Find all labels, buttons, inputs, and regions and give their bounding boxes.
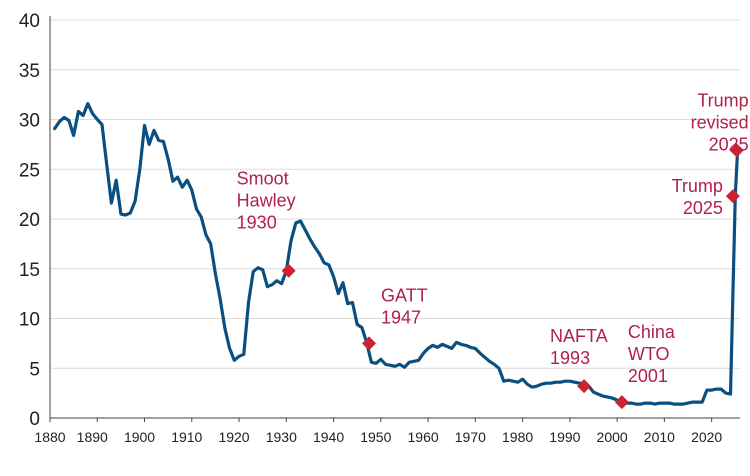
x-tick-label: 1950 xyxy=(360,429,391,445)
y-tick-label: 15 xyxy=(19,260,40,281)
event-marker xyxy=(362,336,377,351)
x-tick-label: 1970 xyxy=(455,429,486,445)
x-tick-label: 1940 xyxy=(313,429,344,445)
x-tick-label: 1960 xyxy=(408,429,439,445)
event-marker xyxy=(614,395,629,410)
y-tick-label: 10 xyxy=(19,310,40,331)
annotation-label: 1993 xyxy=(550,348,590,368)
axes xyxy=(49,16,740,422)
annotation-label: 2025 xyxy=(709,134,749,154)
x-tick-label: 1890 xyxy=(77,429,108,445)
annotation-label: Trump xyxy=(672,176,723,196)
y-tick-label: 40 xyxy=(19,11,40,32)
y-tick-labels: 0 5 10 15 20 25 30 35 40 xyxy=(19,11,40,430)
event-marker xyxy=(729,143,744,158)
y-tick-label: 5 xyxy=(29,359,40,380)
annotation-label: 2001 xyxy=(628,366,668,386)
annotation-label: NAFTA xyxy=(550,326,608,346)
annotation-label: revised xyxy=(691,112,749,132)
x-tick-label: 1930 xyxy=(266,429,297,445)
annotation-label: 1947 xyxy=(381,307,421,327)
x-tick-label: 1980 xyxy=(502,429,533,445)
event-marker xyxy=(725,189,740,204)
event-marker xyxy=(281,263,296,278)
x-tick-labels: 1880 1890 1900 1910 1920 1930 1940 1950 1960 1970… xyxy=(34,429,722,445)
annotation-label: Smoot xyxy=(237,169,289,189)
x-tick-label: 2010 xyxy=(644,429,675,445)
annotation-label: Trump xyxy=(697,90,748,110)
x-tick-label: 2000 xyxy=(597,429,628,445)
y-tick-label: 35 xyxy=(19,61,40,82)
x-tick-label: 1920 xyxy=(218,429,249,445)
x-tick-label: 1910 xyxy=(171,429,202,445)
x-tick-label: 1900 xyxy=(124,429,155,445)
y-tick-label: 20 xyxy=(19,210,40,231)
annotation-label: 1930 xyxy=(237,213,277,233)
event-marker xyxy=(577,379,592,394)
gridlines xyxy=(50,19,740,369)
event-markers xyxy=(281,143,744,410)
annotation-label: China xyxy=(628,322,676,342)
y-tick-label: 25 xyxy=(19,160,40,181)
annotation-label: GATT xyxy=(381,285,428,305)
y-tick-label: 30 xyxy=(19,111,40,132)
annotation-label: Hawley xyxy=(237,191,296,211)
x-tick-label: 1990 xyxy=(549,429,580,445)
x-tick-label: 1880 xyxy=(34,429,65,445)
annotation-label: 2025 xyxy=(683,198,723,218)
annotation-label: WTO xyxy=(628,344,670,364)
x-tick-label: 2020 xyxy=(691,429,722,445)
y-tick-label: 0 xyxy=(29,409,40,430)
